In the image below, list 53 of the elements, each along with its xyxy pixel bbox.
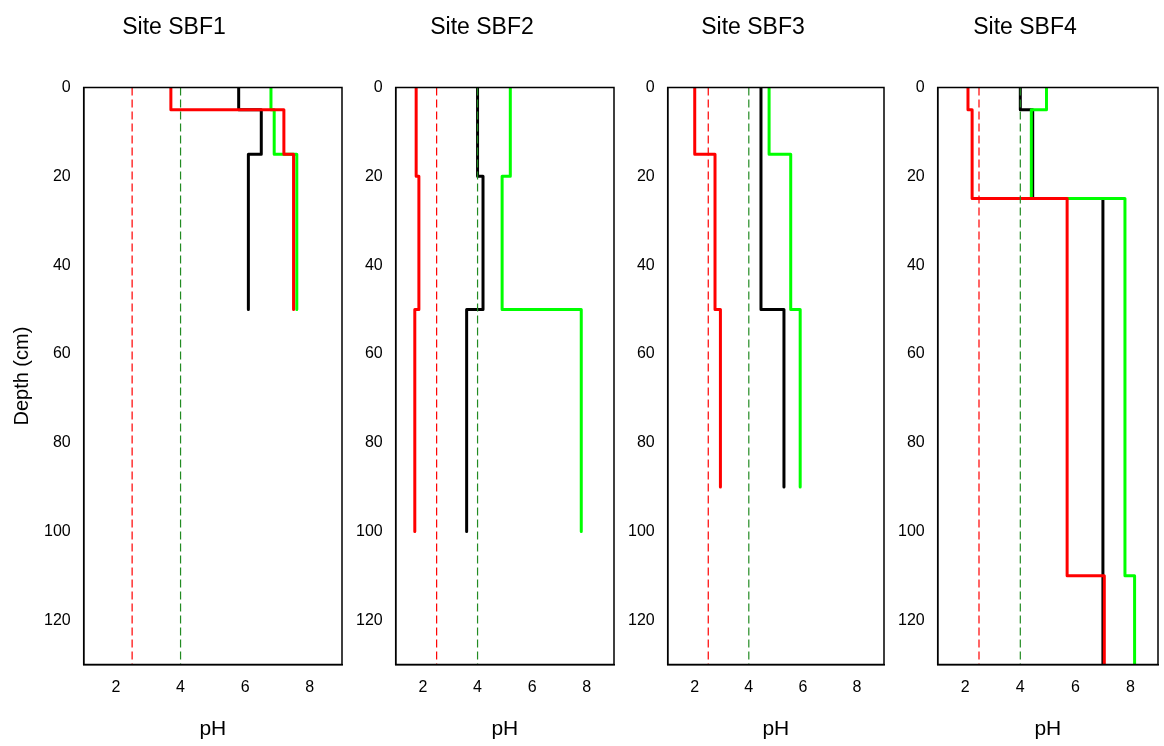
x-axis-title: pH [762,716,790,740]
x-tick-label: 8 [582,677,592,695]
x-tick-label: 6 [1070,677,1080,695]
y-tick-label: 40 [364,255,383,273]
y-tick-label: 0 [61,78,71,96]
y-tick-label: 60 [636,344,655,362]
y-tick-label: 40 [52,255,71,273]
y-tick-label: 100 [355,521,383,539]
y-tick-label: 0 [645,78,655,96]
y-tick-label: 120 [355,610,383,628]
x-tick-label: 8 [305,677,315,695]
x-axis-title: pH [199,716,227,740]
y-tick-label: 60 [364,344,383,362]
chart-title: Site SBF2 [430,13,534,40]
y-tick-label: 100 [627,521,655,539]
y-tick-label: 60 [906,344,925,362]
y-tick-label: 80 [906,433,925,451]
y-tick-label: 100 [897,521,925,539]
y-tick-label: 80 [636,433,655,451]
x-tick-label: 8 [852,677,862,695]
y-tick-label: 80 [52,433,71,451]
y-tick-label: 120 [897,610,925,628]
x-tick-label: 8 [1126,677,1136,695]
y-tick-label: 120 [43,610,71,628]
y-tick-label: 0 [373,78,383,96]
y-tick-label: 0 [915,78,925,96]
x-tick-label: 4 [176,677,186,695]
y-tick-label: 20 [906,166,925,184]
y-axis-title: Depth (cm) [9,326,32,426]
x-tick-label: 2 [960,677,970,695]
y-tick-label: 20 [52,166,71,184]
x-tick-label: 6 [798,677,808,695]
y-tick-label: 120 [627,610,655,628]
x-tick-label: 2 [418,677,428,695]
y-tick-label: 100 [43,521,71,539]
x-tick-label: 6 [240,677,250,695]
x-tick-label: 2 [690,677,700,695]
chart-title: Site SBF1 [122,13,226,40]
y-tick-label: 20 [364,166,383,184]
y-tick-label: 20 [636,166,655,184]
y-tick-label: 40 [906,255,925,273]
chart-title: Site SBF3 [701,13,805,40]
x-tick-label: 4 [744,677,754,695]
x-tick-label: 6 [527,677,537,695]
x-axis-title: pH [1034,716,1062,740]
x-tick-label: 2 [111,677,121,695]
x-tick-label: 4 [1015,677,1025,695]
chart-title: Site SBF4 [973,13,1077,40]
x-axis-title: pH [491,716,519,740]
y-tick-label: 80 [364,433,383,451]
y-tick-label: 60 [52,344,71,362]
y-tick-label: 40 [636,255,655,273]
x-tick-label: 4 [473,677,483,695]
